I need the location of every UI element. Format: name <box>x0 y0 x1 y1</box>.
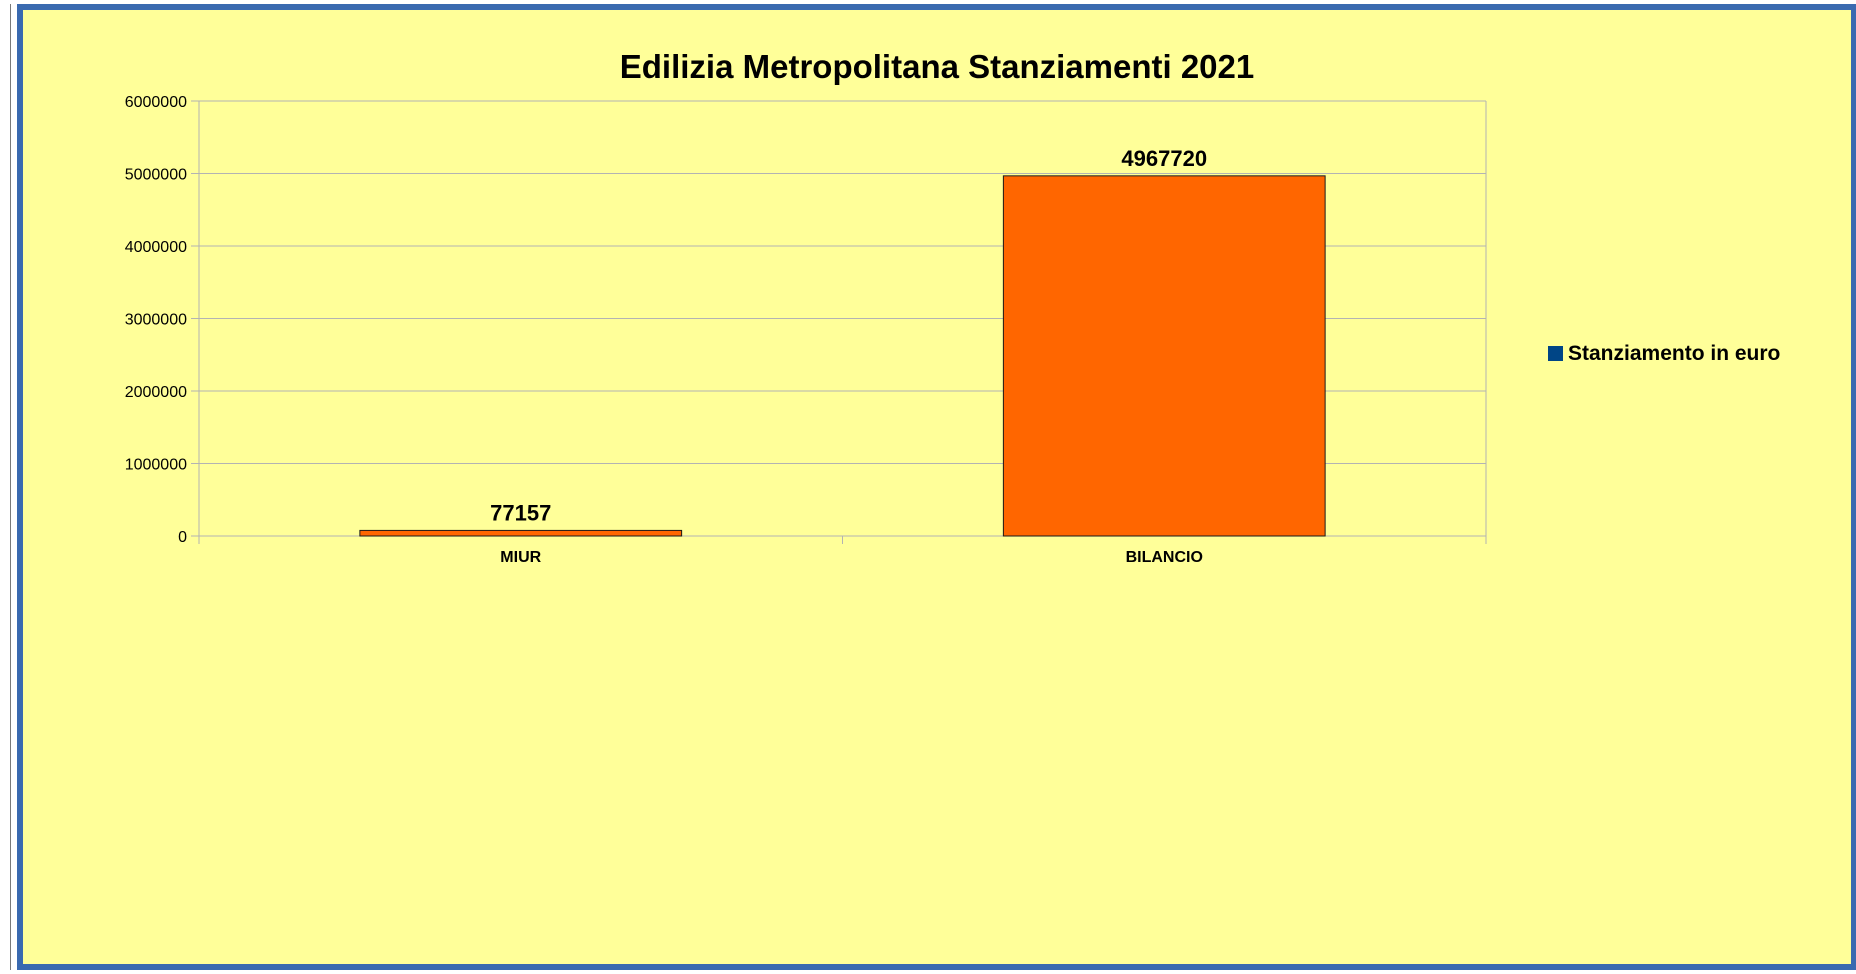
y-tick-label: 6000000 <box>125 94 187 111</box>
y-tick-label: 1000000 <box>125 457 187 474</box>
bar-miur <box>359 529 683 537</box>
chart-panel <box>17 4 1856 970</box>
chart-title: Edilizia Metropolitana Stanziamenti 2021 <box>620 48 1255 85</box>
legend-marker-icon <box>1548 346 1563 361</box>
x-tick-label: MIUR <box>500 549 541 566</box>
bar-bilancio <box>1002 175 1326 537</box>
data-label: 4967720 <box>1121 146 1207 171</box>
legend: Stanziamento in euro <box>1548 342 1780 365</box>
chart-frame <box>10 4 1856 970</box>
axes: 0 1000000 2000000 3000000 4000000 5000000 6000… <box>125 94 1487 566</box>
x-tick-label: BILANCIO <box>1126 549 1203 566</box>
data-label: 77157 <box>490 500 551 525</box>
y-tick-label: 2000000 <box>125 384 187 401</box>
y-tick-label: 5000000 <box>125 167 187 184</box>
legend-label: Stanziamento in euro <box>1568 342 1780 365</box>
data-labels: 77157 4967720 <box>490 146 1207 526</box>
y-tick-label: 0 <box>178 529 187 546</box>
bars <box>359 175 1326 537</box>
y-tick-label: 3000000 <box>125 312 187 329</box>
y-tick-label: 4000000 <box>125 239 187 256</box>
